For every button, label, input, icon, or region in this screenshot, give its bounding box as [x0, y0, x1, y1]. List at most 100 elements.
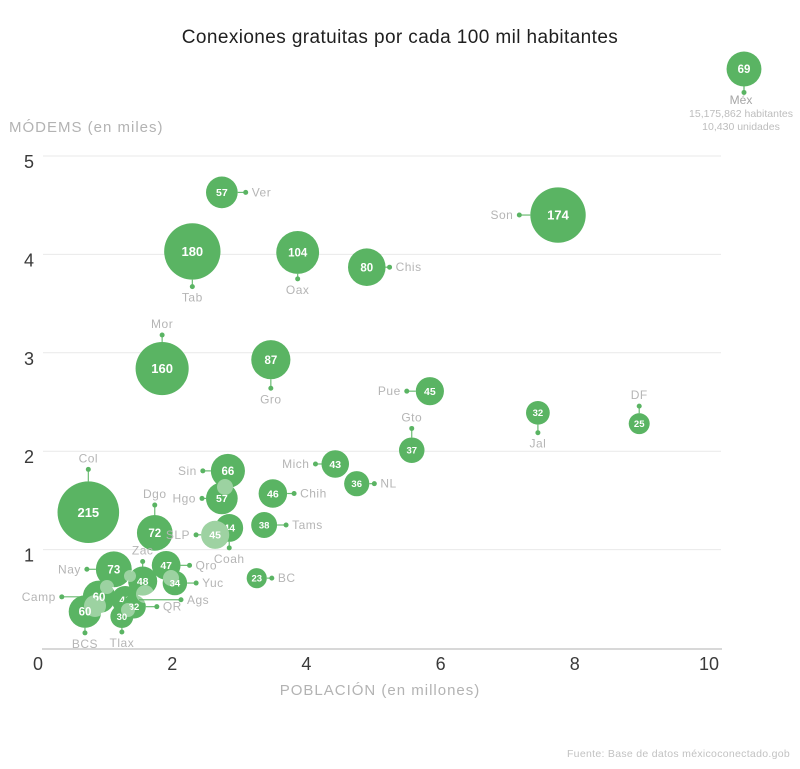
bubble-value-Coah: 44 — [223, 523, 235, 535]
state-label-Chis: Chis — [396, 260, 422, 274]
overlap-highlight — [121, 603, 135, 617]
leader-dot-Chih — [291, 491, 297, 497]
bubble-Hgo[interactable] — [205, 482, 238, 515]
leader-dot-Tab — [189, 284, 195, 290]
leader-dot-Tams — [283, 522, 289, 528]
leader-dot-Sin — [200, 468, 206, 474]
leader-dot-Hgo — [199, 495, 205, 501]
bubble-value-DF: 25 — [634, 419, 645, 430]
leader-dot-Col — [85, 466, 91, 472]
callout-habitantes: 15,175,862 habitantes — [689, 108, 793, 120]
bubble-value-Mich: 43 — [329, 459, 341, 471]
leader-dot-Gto — [409, 425, 415, 431]
y-tick-label-1: 1 — [24, 546, 34, 566]
state-label-QR: QR — [163, 600, 182, 614]
bubble-value-BC: 23 — [251, 574, 262, 585]
bubble-Ver[interactable] — [205, 176, 238, 209]
leader-dot-Zac — [140, 559, 146, 565]
bubble-Sin[interactable] — [210, 453, 245, 488]
leader-dot-Yuc — [193, 580, 199, 586]
bubble-NL[interactable] — [344, 471, 370, 497]
leader-dot-Pue — [404, 388, 410, 394]
state-label-Zac: Zac — [132, 544, 154, 558]
bubble-Tams[interactable] — [251, 512, 278, 538]
state-label-Chih: Chih — [300, 487, 327, 501]
bubble-Mor[interactable] — [135, 341, 189, 396]
leader-dot-Mich — [312, 461, 318, 467]
bubble-value-Gto: 37 — [406, 446, 417, 457]
bubble-BCS[interactable] — [68, 595, 102, 628]
bubble-value-Pue: 45 — [424, 386, 436, 398]
state-label-Tams: Tams — [292, 518, 323, 532]
bubble-Mich[interactable] — [321, 450, 350, 478]
state-label-Tlax: Tlax — [110, 636, 135, 650]
leader-dot-Dgo — [152, 502, 158, 508]
leader-dot-Gro — [268, 385, 274, 391]
bubble-Yuc[interactable] — [162, 570, 188, 596]
bubble-Chih[interactable] — [258, 479, 288, 508]
leader-dot-Nay — [84, 566, 90, 572]
state-label-BCS: BCS — [72, 637, 98, 651]
source-note: Fuente: Base de datos méxicoconectado.go… — [566, 748, 790, 760]
state-label-Sin: Sin — [178, 464, 197, 478]
y-tick-label-4: 4 — [24, 250, 34, 270]
bubble-value-Qro: 47 — [160, 560, 172, 572]
state-label-BC: BC — [278, 571, 296, 585]
bubble-value-Chis: 80 — [360, 262, 373, 274]
bubble-Dgo[interactable] — [136, 515, 173, 551]
bubble-Jal[interactable] — [526, 400, 550, 425]
leader-dot-Chis — [387, 264, 393, 270]
bubble-Son[interactable] — [530, 187, 586, 243]
bubble-value-Tlax: 30 — [117, 612, 128, 623]
state-label-Gto: Gto — [401, 410, 422, 424]
bubble-Col[interactable] — [57, 481, 120, 544]
overlap-highlight — [84, 595, 106, 617]
bubble-Pue[interactable] — [415, 377, 444, 406]
bubble-Chis[interactable] — [348, 248, 386, 286]
x-tick-label-8: 8 — [570, 654, 580, 674]
bubble-value-Jal: 32 — [533, 408, 544, 419]
bubble-Oax[interactable] — [276, 231, 320, 274]
bubble-value-Ver: 57 — [216, 187, 228, 199]
bubble-value-NL: 36 — [351, 479, 362, 490]
chart-title: Conexiones gratuitas por cada 100 mil ha… — [181, 27, 619, 48]
bubble-value-Zac: 48 — [137, 576, 149, 588]
callout-bubble-Mex[interactable] — [726, 51, 762, 87]
bubble-Nay[interactable] — [95, 551, 132, 588]
y-tick-label-5: 5 — [24, 152, 34, 172]
state-label-Coah: Coah — [214, 552, 245, 566]
bubble-value-SLP: 45 — [209, 530, 221, 542]
leader-dot-SLP — [193, 532, 199, 538]
x-axis-title: POBLACIÓN (en millones) — [279, 682, 481, 699]
bubble-value-Nay: 73 — [107, 564, 120, 576]
leader-dot-BC — [269, 575, 275, 581]
bubble-SLP[interactable] — [201, 520, 230, 549]
leader-dot-Tlax — [119, 629, 125, 635]
bubble-Tlax[interactable] — [110, 605, 134, 629]
leader-dot-Son — [516, 212, 522, 218]
state-label-Ver: Ver — [252, 185, 272, 199]
bubble-Gro[interactable] — [251, 340, 291, 380]
state-label-DF: DF — [631, 388, 648, 402]
bubble-value-Mor: 160 — [151, 361, 173, 376]
leader-dot-QR — [154, 604, 160, 610]
bubble-DF[interactable] — [628, 413, 650, 435]
bubble-value-Yuc: 34 — [170, 578, 181, 589]
leader-dot-Jal — [535, 430, 541, 436]
bubble-value-Tams: 38 — [259, 520, 270, 531]
bubble-BC[interactable] — [246, 568, 267, 589]
overlap-highlight — [136, 585, 154, 603]
bubble-Tab[interactable] — [164, 223, 221, 280]
leader-dot-Ags — [178, 597, 184, 603]
leader-dot-BCS — [82, 630, 88, 636]
leader-dot-Oax — [295, 276, 301, 282]
y-axis-title: MÓDEMS (en miles) — [9, 119, 164, 136]
bubble-Zac[interactable] — [128, 566, 158, 596]
bubble-Gto[interactable] — [398, 437, 425, 463]
y-tick-label-2: 2 — [24, 447, 34, 467]
callout-unidades: 10,430 unidades — [702, 121, 780, 133]
state-label-Tab: Tab — [182, 291, 203, 305]
y-tick-label-3: 3 — [24, 349, 34, 369]
callout-state-label: Méx — [730, 93, 753, 107]
